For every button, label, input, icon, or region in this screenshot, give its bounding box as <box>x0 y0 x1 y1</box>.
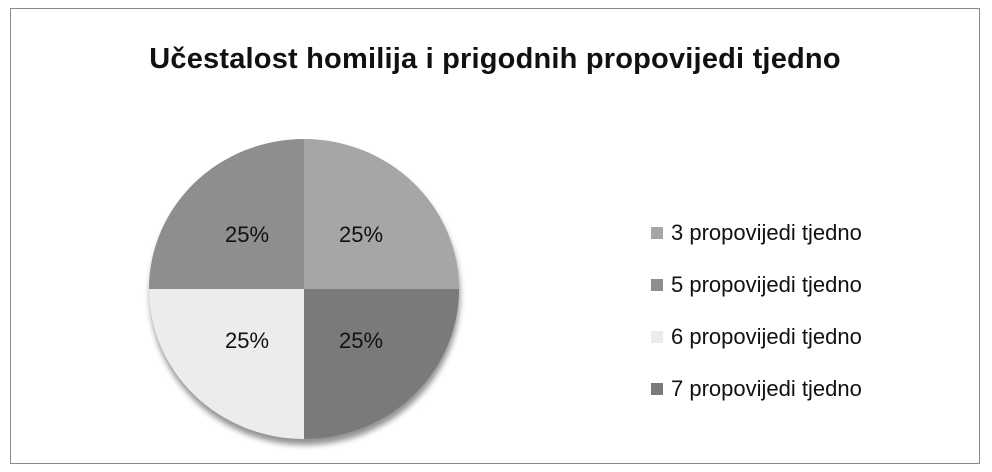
pie-slice <box>149 139 304 289</box>
legend-item: 7 propovijedi tjedno <box>651 363 862 415</box>
slice-label: 25% <box>339 328 383 353</box>
pie-slice <box>304 139 459 289</box>
slice-label: 25% <box>225 328 269 353</box>
legend-swatch-0 <box>651 227 663 239</box>
slice-label: 25% <box>225 222 269 247</box>
pie-chart: 25% 25% 25% 25% <box>149 139 460 445</box>
pie-slice <box>149 289 304 439</box>
legend-item: 6 propovijedi tjedno <box>651 311 862 363</box>
legend-item: 5 propovijedi tjedno <box>651 259 862 311</box>
pie-slice <box>304 289 459 439</box>
legend-label: 5 propovijedi tjedno <box>671 272 862 297</box>
chart-frame: Učestalost homilija i prigodnih propovij… <box>10 8 980 464</box>
legend-label: 6 propovijedi tjedno <box>671 324 862 349</box>
legend-swatch-1 <box>651 279 663 291</box>
legend-swatch-3 <box>651 383 663 395</box>
chart-legend: 3 propovijedi tjedno 5 propovijedi tjedn… <box>651 207 862 415</box>
slice-label: 25% <box>339 222 383 247</box>
legend-label: 3 propovijedi tjedno <box>671 220 862 245</box>
chart-title: Učestalost homilija i prigodnih propovij… <box>149 43 841 75</box>
legend-swatch-2 <box>651 331 663 343</box>
legend-label: 7 propovijedi tjedno <box>671 376 862 401</box>
legend-item: 3 propovijedi tjedno <box>651 207 862 259</box>
